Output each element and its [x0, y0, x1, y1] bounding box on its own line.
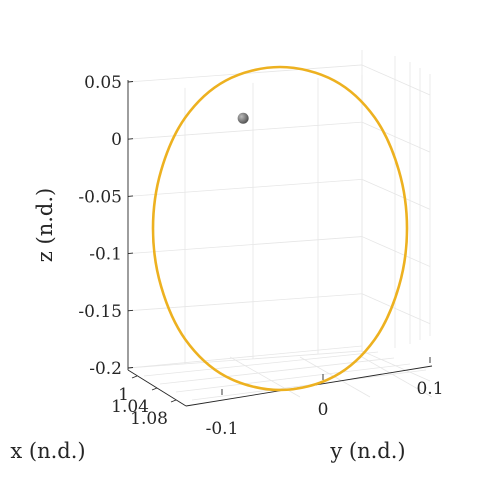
side-z-gridline — [361, 178, 431, 210]
z-tick-mark — [127, 138, 134, 140]
x-tick-label: 1.04 — [111, 397, 149, 417]
data-layer — [151, 65, 409, 392]
z-tick-mark — [127, 252, 134, 255]
tick-layer: 0.05 0 -0.05 -0.1 -0.15 -0.2 -0.1 0 0.1 11.041.08 — [78, 73, 443, 439]
z-tick-label: -0.1 — [89, 245, 122, 265]
x-tick-mark — [170, 399, 177, 403]
side-z-gridline — [361, 121, 431, 153]
side-z-gridline — [361, 236, 431, 267]
y-tick-label: -0.1 — [206, 419, 239, 439]
x-axis-label: x (n.d.) — [10, 439, 85, 463]
z-gridline — [127, 121, 363, 140]
z-gridline — [127, 293, 363, 312]
z-tick-label: 0 — [111, 130, 122, 150]
z-tick-mark — [127, 309, 134, 312]
z-tick-label: -0.05 — [78, 187, 122, 207]
z-tick-mark — [127, 195, 134, 197]
orbit-trajectory-line — [151, 65, 409, 392]
floor-gridline — [143, 351, 379, 377]
side-z-gridline — [361, 64, 431, 96]
z-tick-label: -0.2 — [89, 359, 122, 379]
floor-gridline — [191, 369, 427, 401]
z-tick-label: -0.15 — [78, 302, 122, 322]
z-gridline — [127, 236, 363, 254]
y-tick-label: 0 — [318, 400, 329, 420]
x-tick-mark — [131, 375, 138, 379]
z-axis-label: z (n.d.) — [33, 188, 57, 262]
floor-gridline — [127, 345, 363, 369]
z-tick-mark — [127, 81, 134, 83]
y-tick-label: 0.1 — [416, 379, 443, 399]
x-tick-label: 1.08 — [130, 409, 168, 429]
z-gridline — [127, 178, 363, 197]
z-gridline — [127, 350, 363, 369]
side-z-gridline — [361, 293, 431, 325]
primary-body-marker — [237, 112, 249, 124]
floor-depth-gridline — [361, 356, 433, 398]
x-tick-label: 1 — [118, 385, 129, 405]
grid-layer — [127, 50, 433, 401]
floor-gridline — [175, 363, 411, 393]
z-tick-mark — [127, 367, 134, 369]
y-axis-label: y (n.d.) — [329, 439, 405, 463]
x-tick-mark — [151, 387, 158, 391]
z-tick-label: 0.05 — [84, 73, 122, 93]
